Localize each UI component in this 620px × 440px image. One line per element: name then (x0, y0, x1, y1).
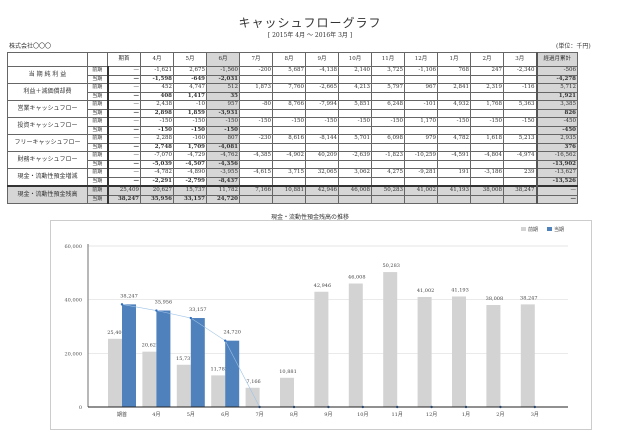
data-label-prev: 50,283 (382, 263, 400, 269)
y-tick-label: 20,000 (65, 351, 83, 357)
bar-prev (348, 283, 363, 407)
x-tick-label: 12月 (426, 412, 437, 418)
data-label-cur: 33,157 (189, 307, 207, 313)
x-tick-label: 3月 (531, 412, 539, 418)
legend-label-prev: 前期 (528, 226, 538, 233)
data-label-prev: 11,782 (210, 366, 228, 372)
x-tick-label: 9月 (324, 412, 332, 418)
y-tick-label: 40,000 (65, 298, 83, 304)
data-label-prev: 7,166 (246, 379, 260, 385)
total-cell: — (535, 185, 578, 196)
column-header-total: 経過月累計 (535, 52, 578, 67)
data-label-prev: 25,409 (107, 330, 125, 336)
bar-cur (225, 340, 240, 407)
table-row: 現金・流動性預金残高 前期 25,409 20,627 15,737 11,782 7,16… (7, 185, 578, 204)
bar-prev (280, 377, 294, 407)
data-label-prev: 42,946 (314, 283, 332, 289)
legend-label-cur: 当期 (554, 226, 564, 233)
data-label-prev: 20,627 (142, 343, 160, 349)
x-tick-label: 1月 (462, 412, 470, 418)
bar-prev (142, 351, 157, 407)
table-row: 当期 38,247 35,956 33,157 24,720— (8, 194, 578, 204)
bar-prev (383, 272, 398, 407)
bar-prev (417, 296, 432, 407)
chart-frame (50, 220, 592, 430)
line-point-cur (155, 309, 158, 312)
period-label: 当期 (87, 194, 109, 204)
table-row: 当期 — -2,291 -2,799 -8,437 -13,526 (8, 176, 578, 187)
column-header: 期首 (107, 52, 141, 67)
x-tick-label: 10月 (357, 412, 368, 418)
y-tick-label: 60,000 (65, 244, 83, 250)
bar-cur (156, 310, 171, 407)
x-tick-label: 6月 (221, 412, 229, 418)
data-label-prev: 38,008 (486, 296, 504, 302)
legend-swatch-cur (547, 227, 552, 231)
x-tick-label: 5月 (187, 412, 195, 418)
bar-prev (452, 296, 466, 407)
table-row: フリーキャッシュフロー 前期 —2,288 -160 807 -230 8,616 -8,14… (7, 134, 578, 152)
x-tick-label: 期首 (117, 411, 127, 418)
bar-prev (486, 305, 501, 407)
data-label-prev: 15,737 (176, 356, 194, 362)
data-label-prev: 46,008 (348, 275, 366, 281)
table-row: 当期 — -150 -150 -150 -450 (8, 125, 578, 135)
column-header: 3月 (503, 52, 537, 67)
x-tick-label: 2月 (496, 412, 504, 418)
data-label-prev: 41,193 (451, 287, 469, 293)
unit-label: (単位：千円) (556, 43, 591, 50)
data-label-prev: 10,881 (279, 369, 297, 375)
bar-prev (108, 338, 122, 407)
bar-prev (211, 375, 226, 407)
column-header: 5月 (173, 52, 207, 67)
x-tick-label: 8月 (290, 412, 298, 418)
table-row: 当期 —2,898 1,859 -3,931 826 (8, 108, 578, 118)
bar-prev (314, 291, 329, 407)
column-header: 6月 (206, 52, 240, 67)
report-period: [ 2015年 4月 〜 2016年 3月 ] (267, 32, 353, 39)
data-label-cur: 38,247 (120, 293, 138, 299)
line-point-cur (189, 316, 192, 320)
total-cell: — (535, 194, 578, 204)
bar-cur (122, 304, 136, 407)
data-label-cur: 35,956 (155, 300, 173, 306)
page-title: キャッシュフローグラフ (238, 16, 382, 30)
bar-prev (245, 387, 260, 407)
table-row: 当期 —2,748 1,709 -4,081 376 (8, 142, 578, 152)
period-label: 前期 (87, 185, 109, 196)
row-label: 現金・流動性預金残高 (7, 185, 88, 204)
data-label-prev: 38,247 (520, 295, 538, 301)
bar-prev (176, 364, 191, 407)
x-tick-label: 4月 (152, 412, 160, 418)
table-row: 当 期 純 利 益前期 — -1,621 2,675 -1,560 -200 5,687 -4… (7, 66, 578, 84)
company-name: 株式会社〇〇〇 (9, 43, 52, 50)
line-point-cur (224, 339, 227, 342)
x-tick-label: 11月 (392, 412, 403, 418)
bar-prev (520, 304, 535, 407)
column-header: 1月 (437, 52, 471, 67)
data-label-cur: 24,720 (223, 330, 241, 336)
x-tick-label: 7月 (256, 412, 264, 418)
data-label-prev: 41,002 (417, 288, 435, 294)
line-point-cur (120, 303, 124, 306)
table-row: 当期 —408 1,417 35 1,921 (8, 91, 578, 101)
legend-swatch-prev (521, 227, 526, 231)
cashflow-table: 期首 4月 5月 6月 7月 8月 9月 10月 11月 12月 1月 2月 3月 経過月累計 当 期 純… (7, 52, 578, 204)
column-header: 10月 (338, 52, 372, 67)
chart-title: 現金・流動性預金残高の推移 (270, 214, 349, 221)
bar-cur (190, 318, 205, 407)
y-tick-label: 0 (79, 405, 82, 411)
